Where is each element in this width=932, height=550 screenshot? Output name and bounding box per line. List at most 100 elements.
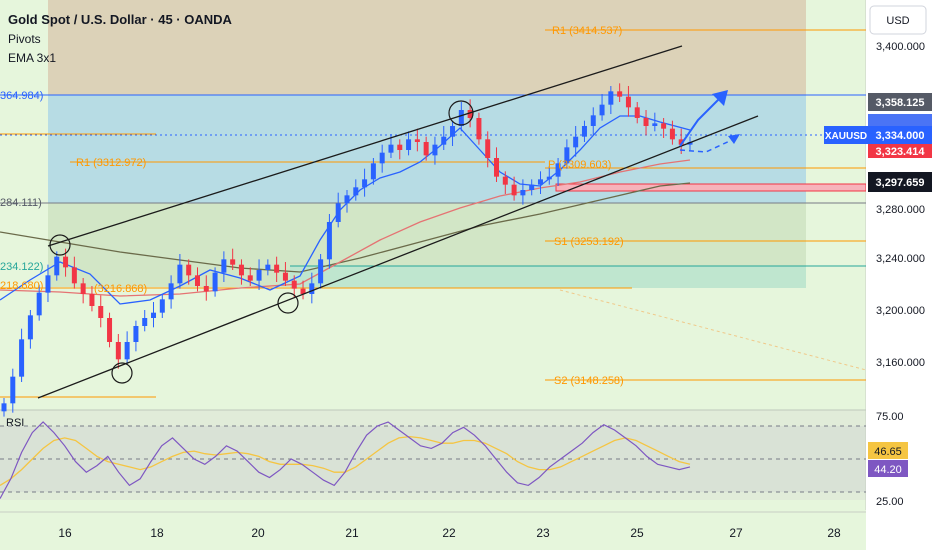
candle-body: [1, 403, 7, 412]
pivot-label-s1: S1 (3253.192): [554, 236, 624, 248]
candle-body: [115, 342, 121, 360]
candle-body: [194, 275, 200, 286]
candle-body: [300, 288, 306, 294]
rsi-label[interactable]: RSI: [6, 417, 24, 429]
candle-body: [661, 123, 667, 129]
candle-body: [36, 292, 42, 316]
ema-fast-line: [0, 115, 691, 305]
rsi-tick: 75.00: [876, 411, 904, 423]
time-tick: 28: [827, 526, 841, 540]
candle-body: [159, 299, 165, 313]
pivot-label-left-218: 218.680): [0, 280, 43, 292]
channel-lower-line: [37, 115, 759, 399]
candle-body: [617, 91, 623, 97]
price-badge-323: [868, 144, 932, 158]
time-tick: 22: [442, 526, 456, 540]
candle-body: [309, 283, 315, 294]
candle-body: [555, 163, 561, 177]
candle-body: [177, 264, 183, 284]
candle-body: [546, 176, 552, 180]
pivot-label-left-top: 364.984): [0, 90, 43, 102]
candle-body: [265, 264, 271, 270]
indicator-pivots[interactable]: Pivots: [8, 32, 41, 46]
price-tick: 3,400.000: [876, 41, 925, 53]
zone-upper-tan: [48, 0, 806, 95]
price-tick: 3,240.000: [876, 253, 925, 265]
candle-body: [573, 136, 579, 148]
candle-body: [54, 256, 60, 276]
pivot-label-p: P (3309.603): [548, 159, 611, 171]
candle-body: [27, 315, 33, 340]
candle-body: [344, 195, 350, 204]
candle-body: [529, 184, 535, 190]
pivot-label-216: (3216.868): [94, 283, 147, 295]
candle-body: [45, 275, 51, 293]
candle-body: [63, 256, 69, 268]
candle-body: [432, 144, 438, 156]
swing-circle: [111, 362, 133, 384]
rsi-ma-badge: [868, 442, 908, 459]
candle-body: [186, 264, 192, 276]
candle-body: [581, 126, 587, 137]
swing-circle: [448, 100, 474, 126]
candle-body: [458, 110, 464, 126]
candle-body: [450, 126, 456, 137]
candle-body: [608, 91, 614, 105]
rsi-tick: 25.00: [876, 496, 904, 508]
candle-body: [625, 96, 631, 108]
price-tick: 3,280.000: [876, 204, 925, 216]
candle-body: [678, 139, 684, 145]
zone-green-band: [290, 266, 806, 288]
candle-body: [326, 222, 332, 260]
candle-body: [634, 107, 640, 118]
ema-slow-line: [0, 182, 691, 273]
candle-body: [203, 286, 209, 292]
currency-button[interactable]: [869, 5, 927, 35]
candle-body: [133, 326, 139, 342]
candle-body: [467, 110, 473, 118]
candle-body: [353, 187, 359, 196]
price-badge-358: [868, 93, 932, 111]
price-badge-334: [868, 126, 932, 144]
candle-body: [652, 123, 658, 126]
candle-body: [406, 139, 412, 150]
symbol-title: Gold Spot / U.S. Dollar · 45 · OANDA: [8, 12, 233, 27]
swing-circle: [277, 292, 299, 314]
candle-body: [494, 158, 500, 177]
pivot-label-left-mid: 284.111): [0, 197, 42, 209]
pivot-label-left-234: 234.122): [0, 261, 43, 273]
candle-body: [10, 376, 16, 404]
candle-body: [107, 318, 113, 342]
candle-body: [476, 118, 482, 140]
candle-body: [98, 306, 104, 318]
candle-body: [379, 152, 385, 164]
time-tick: 25: [630, 526, 644, 540]
forecast-up-arrow: [679, 95, 723, 147]
candle-body: [71, 267, 77, 284]
candle-body: [256, 270, 262, 281]
candle-body: [318, 259, 324, 284]
symbol-badge: [824, 126, 868, 144]
candle-body: [230, 259, 236, 265]
candle-body: [142, 318, 148, 326]
candle-body: [274, 264, 280, 273]
price-badge-358-text: 3,358.125: [876, 97, 925, 109]
price-badge-323-text: 3,323.414: [876, 146, 926, 158]
time-tick: 20: [251, 526, 265, 540]
candle-body: [362, 179, 368, 188]
candle-body: [397, 144, 403, 150]
candle-body: [335, 203, 341, 222]
candle-body: [151, 312, 157, 318]
candle-body: [502, 176, 508, 185]
candle-body: [89, 294, 95, 306]
candle-body: [414, 139, 420, 142]
faint-trend-line: [559, 289, 867, 371]
indicator-ema[interactable]: EMA 3x1: [8, 51, 56, 65]
rsi-ma-badge-text: 46.65: [874, 446, 902, 458]
candles: [1, 83, 693, 417]
candle-body: [669, 128, 675, 140]
time-axis-background: [0, 510, 866, 550]
candle-body: [423, 142, 429, 156]
candle-body: [520, 190, 526, 196]
